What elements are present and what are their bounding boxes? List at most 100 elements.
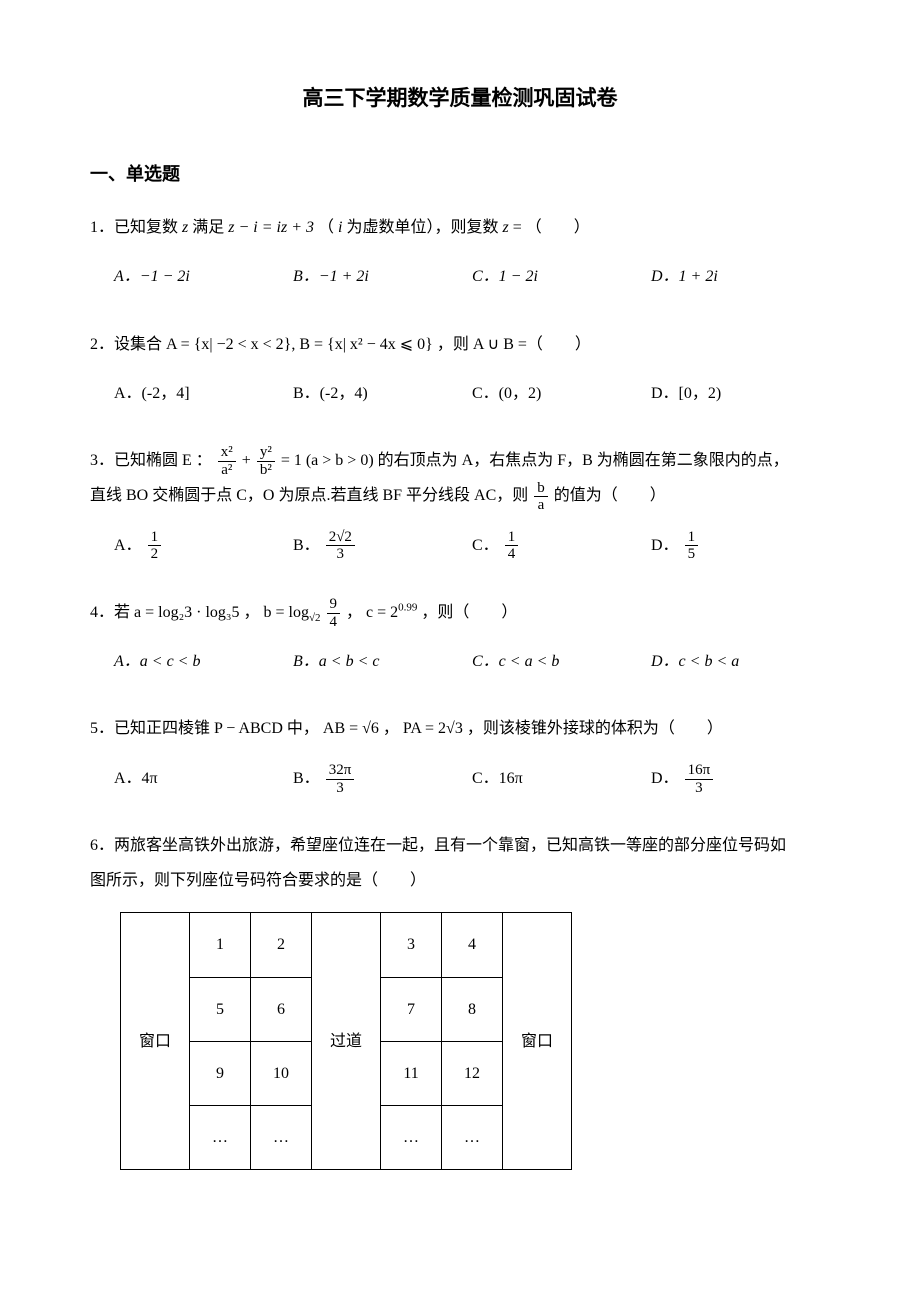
q3-frac3: b a	[534, 480, 548, 514]
q5-d-frac: 16π 3	[685, 762, 714, 796]
q3-prefix: 3．已知椭圆 E ：	[90, 452, 212, 469]
question-5-options: A．4π B． 32π 3 C．16π D． 16π 3	[90, 761, 830, 804]
q3-b-frac: 2√2 3	[326, 529, 355, 563]
q4-c: ， c = 2	[346, 604, 398, 621]
q3-option-b: B． 2√2 3	[293, 528, 472, 563]
q3-line2a: 直线 BO 交椭圆于点 C，O 为原点.若直线 BF 平分线段 AC，则	[90, 487, 532, 504]
q3-frac1-den: a²	[218, 462, 236, 479]
table-row: 窗口 1 2 过道 3 4 窗口	[121, 913, 572, 977]
q4-end: ，则（ ）	[421, 604, 517, 621]
q1-option-b: B．−1 + 2i	[293, 259, 472, 294]
q3-d-frac: 1 5	[685, 529, 699, 563]
q5-option-a: A．4π	[114, 761, 293, 796]
seat-cell: 4	[442, 913, 503, 977]
seat-table: 窗口 1 2 过道 3 4 窗口 5 6 7 8 9 10 11 12 … … …	[120, 912, 572, 1170]
seat-cell: 9	[190, 1041, 251, 1105]
question-4: 4．若 a = log₂3 · log₃5 ， b = log√2 9 4 ， …	[90, 595, 830, 688]
q3-frac2: y² b²	[257, 444, 275, 478]
q1-paren: （	[318, 219, 334, 236]
question-2-text: 2．设集合 A = {x| −2 < x < 2}, B = {x| x² − …	[90, 327, 830, 362]
q3-a-den: 2	[148, 546, 162, 563]
q4-prefix: 4．若 a = log₂3 · log₃5 ， b = log	[90, 604, 309, 621]
q3-frac3-num: b	[534, 480, 548, 498]
q1-option-c: C．1 − 2i	[472, 259, 651, 294]
question-6-text: 6．两旅客坐高铁外出旅游，希望座位连在一起，且有一个靠窗，已知高铁一等座的部分座…	[90, 828, 830, 898]
q5-option-c: C．16π	[472, 761, 651, 796]
seat-cell: 1	[190, 913, 251, 977]
seat-cell: 11	[381, 1041, 442, 1105]
q3-d-num: 1	[685, 529, 699, 547]
q4-option-a: A．a < c < b	[114, 644, 293, 679]
q4-frac-num: 9	[327, 596, 341, 614]
q3-d-label: D．	[651, 537, 679, 554]
seat-cell: …	[442, 1105, 503, 1169]
q3-a-num: 1	[148, 529, 162, 547]
q1-eq: = （ ）	[513, 219, 590, 236]
q3-c-num: 1	[505, 529, 519, 547]
q3-option-a: A． 1 2	[114, 528, 293, 563]
question-3-text: 3．已知椭圆 E ： x² a² + y² b² = 1 (a > b > 0)…	[90, 443, 830, 514]
q5-d-den: 3	[685, 780, 714, 797]
window-left: 窗口	[121, 913, 190, 1170]
question-6: 6．两旅客坐高铁外出旅游，希望座位连在一起，且有一个靠窗，已知高铁一等座的部分座…	[90, 828, 830, 1170]
question-2-options: A．(-2，4] B．(-2，4) C．(0，2) D．[0，2)	[90, 376, 830, 419]
q2-option-a: A．(-2，4]	[114, 376, 293, 411]
q3-c-den: 4	[505, 546, 519, 563]
question-5-text: 5．已知正四棱锥 P − ABCD 中， AB = √6 ， PA = 2√3 …	[90, 711, 830, 746]
q3-eq: = 1 (a > b > 0)	[281, 452, 374, 469]
question-3-options: A． 1 2 B． 2√2 3 C． 1 4 D． 1 5	[90, 528, 830, 571]
q2-option-d: D．[0，2)	[651, 376, 830, 411]
q1-option-a: A．−1 − 2i	[114, 259, 293, 294]
seat-cell: …	[251, 1105, 312, 1169]
q4-option-d: D．c < b < a	[651, 644, 830, 679]
question-4-text: 4．若 a = log₂3 · log₃5 ， b = log√2 9 4 ， …	[90, 595, 830, 630]
q4-option-c: C．c < a < b	[472, 644, 651, 679]
q3-frac1: x² a²	[218, 444, 236, 478]
exam-title: 高三下学期数学质量检测巩固试卷	[90, 80, 830, 118]
q3-c-frac: 1 4	[505, 529, 519, 563]
q6-line2: 图所示，则下列座位号码符合要求的是（ ）	[90, 872, 426, 889]
window-right: 窗口	[503, 913, 572, 1170]
q1-expr: z − i = iz + 3	[228, 219, 314, 236]
seat-cell: 10	[251, 1041, 312, 1105]
q5-d-num: 16π	[685, 762, 714, 780]
seat-cell: 12	[442, 1041, 503, 1105]
q3-frac3-den: a	[534, 497, 548, 514]
question-1-options: A．−1 − 2i B．−1 + 2i C．1 − 2i D．1 + 2i	[90, 259, 830, 302]
aisle: 过道	[312, 913, 381, 1170]
q3-frac1-num: x²	[218, 444, 236, 462]
seat-cell: 7	[381, 977, 442, 1041]
q4-option-b: B．a < b < c	[293, 644, 472, 679]
seat-cell: …	[381, 1105, 442, 1169]
seat-cell: 6	[251, 977, 312, 1041]
q3-line2b: 的值为（ ）	[554, 487, 666, 504]
seat-cell: 5	[190, 977, 251, 1041]
q3-c-label: C．	[472, 537, 499, 554]
question-2: 2．设集合 A = {x| −2 < x < 2}, B = {x| x² − …	[90, 327, 830, 419]
q5-b-label: B．	[293, 770, 320, 787]
q1-var-i: i	[338, 219, 342, 236]
q3-a-label: A．	[114, 537, 142, 554]
question-1-text: 1．已知复数 z 满足 z − i = iz + 3 （ i 为虚数单位），则复…	[90, 210, 830, 245]
q3-after: 的右顶点为 A，右焦点为 F，B 为椭圆在第二象限内的点，	[378, 452, 789, 469]
q1-mid2: 为虚数单位），则复数	[346, 219, 498, 236]
q5-b-frac: 32π 3	[326, 762, 355, 796]
q3-b-num: 2√2	[326, 529, 355, 547]
q5-option-b: B． 32π 3	[293, 761, 472, 796]
question-4-options: A．a < c < b B．a < b < c C．c < a < b D．c …	[90, 644, 830, 687]
q4-frac: 9 4	[327, 596, 341, 630]
q3-frac2-num: y²	[257, 444, 275, 462]
q1-prefix: 1．已知复数	[90, 219, 178, 236]
q2-option-c: C．(0，2)	[472, 376, 651, 411]
question-5: 5．已知正四棱锥 P − ABCD 中， AB = √6 ， PA = 2√3 …	[90, 711, 830, 804]
q5-b-den: 3	[326, 780, 355, 797]
seat-cell: …	[190, 1105, 251, 1169]
q4-frac-den: 4	[327, 614, 341, 631]
q3-option-d: D． 1 5	[651, 528, 830, 563]
question-1: 1．已知复数 z 满足 z − i = iz + 3 （ i 为虚数单位），则复…	[90, 210, 830, 302]
q3-d-den: 5	[685, 546, 699, 563]
q3-option-c: C． 1 4	[472, 528, 651, 563]
q1-var-z2: z	[502, 219, 508, 236]
q2-option-b: B．(-2，4)	[293, 376, 472, 411]
q4-sup: 0.99	[398, 602, 417, 614]
